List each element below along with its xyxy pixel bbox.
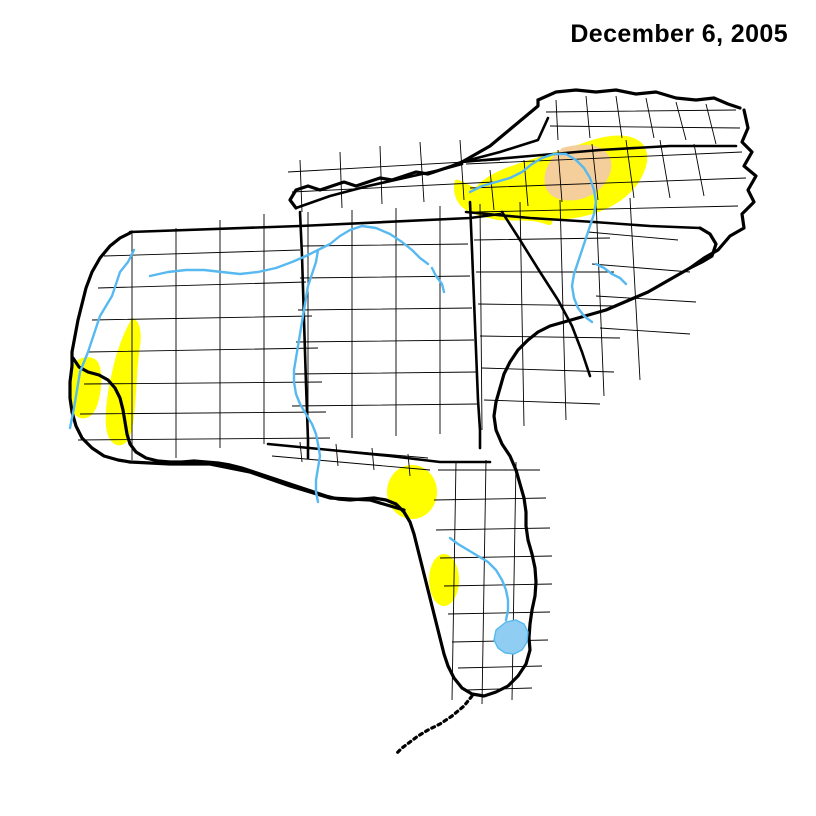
coast-sc-atlantic (688, 226, 718, 270)
lake-marion-moultrie (594, 262, 628, 286)
map-date-title: December 6, 2005 (570, 20, 788, 48)
land-base-layer (72, 88, 757, 698)
county-boundaries-layer (77, 95, 747, 705)
coastline-layer (68, 88, 758, 756)
lake-hartwell (430, 266, 446, 294)
drought-area-tampa-bay-florida (429, 554, 459, 606)
state-line-al-ga (468, 200, 482, 450)
state-line-nc-sc (464, 210, 702, 230)
coast-nc-atlantic (71, 108, 758, 698)
coast-gulf (128, 460, 406, 512)
state-line-tn-va (460, 116, 550, 164)
river-apalachicola (314, 442, 322, 504)
boundary-tn-nw (288, 98, 540, 210)
state-line-ga-fl (266, 442, 492, 464)
river-st-johns (448, 536, 510, 622)
land-mass-main (72, 88, 757, 698)
state-line-tn-south (128, 212, 502, 234)
drought-area-north-florida-south-georgia (387, 465, 437, 519)
state-boundaries-layer (128, 116, 738, 464)
river-alabama-tombigbee (292, 248, 320, 446)
state-line-ga-sc (500, 210, 592, 378)
state-line-nc-va (460, 144, 738, 164)
boundary-north-va (536, 88, 742, 110)
water-layer (68, 152, 628, 655)
lake-okeechobee (493, 619, 529, 655)
state-line-ms-al (298, 210, 310, 460)
river-mississippi (68, 248, 136, 430)
river-dan-roanoke (468, 152, 598, 324)
coast-florida-keys (394, 694, 474, 756)
boundary-west-ms (68, 230, 134, 464)
